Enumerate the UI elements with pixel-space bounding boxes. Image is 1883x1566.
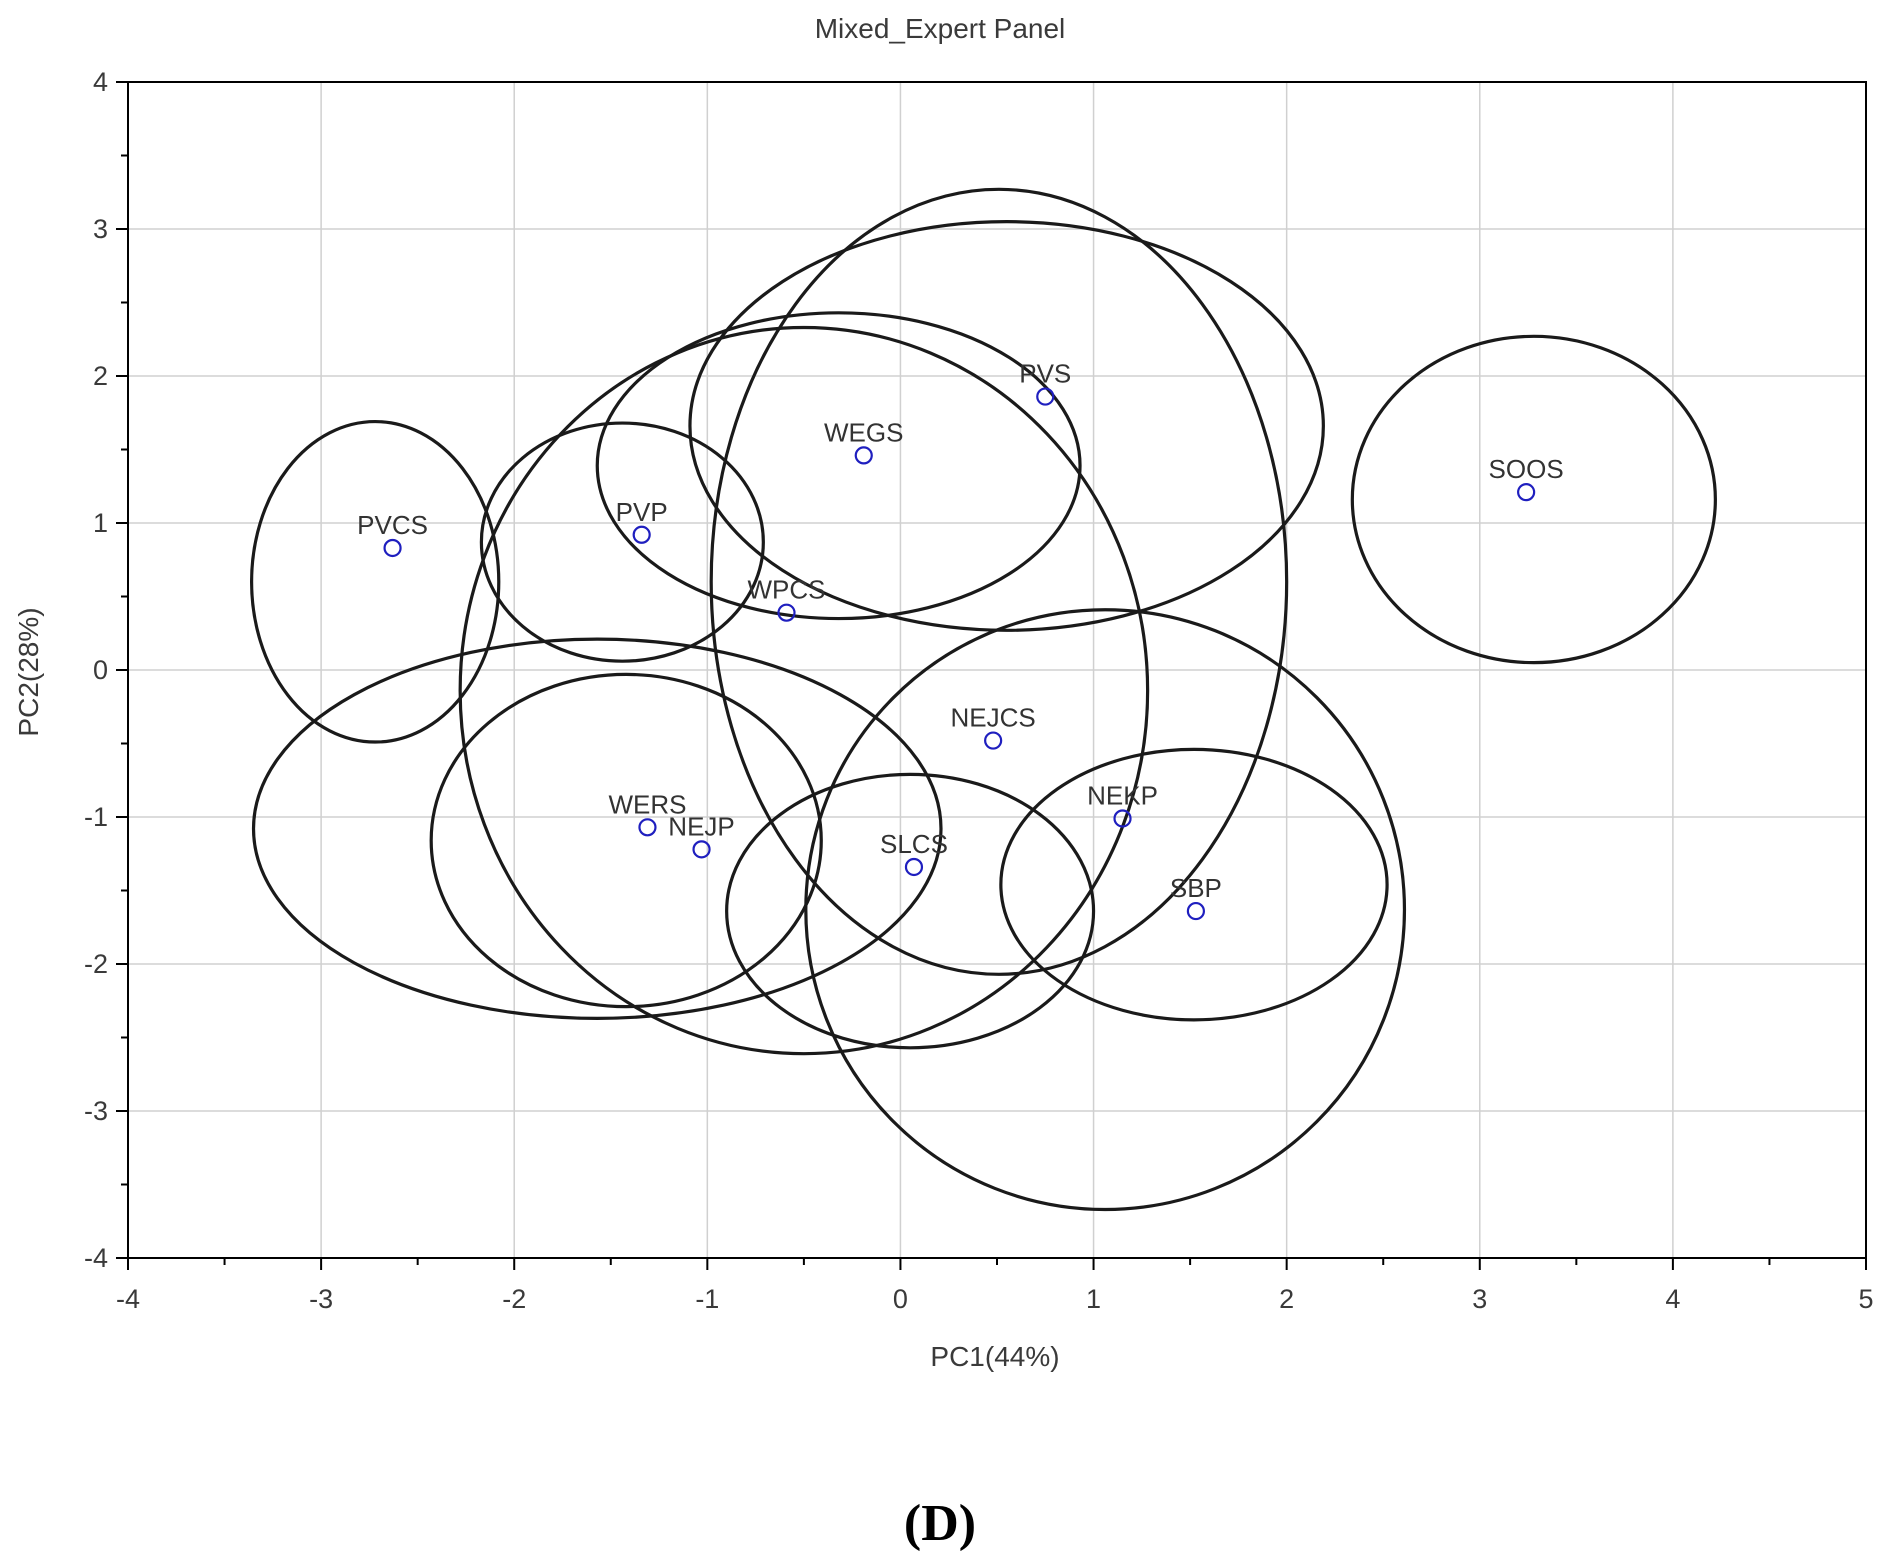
point-label: NEJCS: [951, 703, 1036, 733]
point-label: NEJP: [668, 811, 734, 841]
data-point: [904, 857, 924, 877]
point-label: PVP: [616, 497, 668, 527]
point-label: SOOS: [1489, 454, 1564, 484]
confidence-ellipse: [709, 187, 1289, 976]
x-tick-label: -4: [116, 1284, 140, 1314]
confidence-ellipse: [595, 311, 1082, 621]
confidence-ellipse: [688, 220, 1325, 632]
confidence-ellipse: [249, 419, 501, 744]
panel-letter: (D): [904, 1495, 976, 1552]
data-point: [638, 818, 657, 837]
confidence-ellipse: [999, 747, 1389, 1022]
point-label: PVS: [1019, 359, 1071, 389]
y-tick-label: -4: [84, 1243, 108, 1273]
x-tick-label: -1: [695, 1284, 719, 1314]
confidence-ellipse: [804, 608, 1407, 1212]
point-label: WPCS: [748, 575, 826, 605]
x-tick-label: -2: [502, 1284, 526, 1314]
x-tick-label: 0: [893, 1284, 908, 1314]
y-tick-label: 3: [93, 214, 108, 244]
y-tick-label: 1: [93, 508, 108, 538]
confidence-ellipse: [479, 421, 765, 663]
x-tick-label: 4: [1665, 1284, 1680, 1314]
tick-labels: -4 -3 -2 -1 0 1 2 3 4 5 -4 -3 -2 -1 0 1 2 3 4: [84, 67, 1874, 1314]
point-label: WEGS: [824, 417, 903, 447]
grid: [128, 82, 1866, 1258]
chart-title: Mixed_Expert Panel: [815, 13, 1066, 44]
y-axis-label: PC2(28%): [13, 607, 44, 736]
x-tick-label: 2: [1279, 1284, 1294, 1314]
y-tick-label: 4: [93, 67, 108, 97]
data-point: [1186, 901, 1206, 921]
point-label: SBP: [1170, 873, 1222, 903]
x-tick-label: 1: [1086, 1284, 1101, 1314]
data-point: [1036, 387, 1055, 406]
x-tick-label: 5: [1858, 1284, 1873, 1314]
data-points: [383, 387, 1536, 921]
y-tick-label: 0: [93, 655, 108, 685]
data-point: [1113, 809, 1132, 828]
x-axis-label: PC1(44%): [930, 1341, 1059, 1372]
x-tick-label: -3: [309, 1284, 333, 1314]
confidence-ellipse: [429, 672, 823, 1009]
y-tick-label: -1: [84, 802, 108, 832]
y-tick-label: 2: [93, 361, 108, 391]
point-label: NEKP: [1087, 780, 1158, 810]
data-point: [854, 446, 873, 465]
confidence-ellipse: [725, 772, 1096, 1050]
confidence-ellipse: [458, 325, 1150, 1056]
confidence-ellipses: [249, 187, 1717, 1212]
point-label: WERS: [608, 789, 686, 819]
point-label: SLCS: [880, 829, 948, 859]
data-point: [632, 525, 651, 544]
y-tick-label: -3: [84, 1096, 108, 1126]
confidence-ellipse: [251, 637, 943, 1020]
data-point: [984, 731, 1003, 750]
confidence-ellipse: [1350, 334, 1717, 665]
y-tick-label: -2: [84, 949, 108, 979]
data-point: [692, 840, 711, 859]
data-point: [1517, 483, 1536, 502]
x-tick-label: 3: [1472, 1284, 1487, 1314]
data-point: [777, 603, 796, 622]
point-label: PVCS: [357, 510, 428, 540]
axis-ticks: [116, 81, 1867, 1270]
data-point: [383, 538, 402, 558]
